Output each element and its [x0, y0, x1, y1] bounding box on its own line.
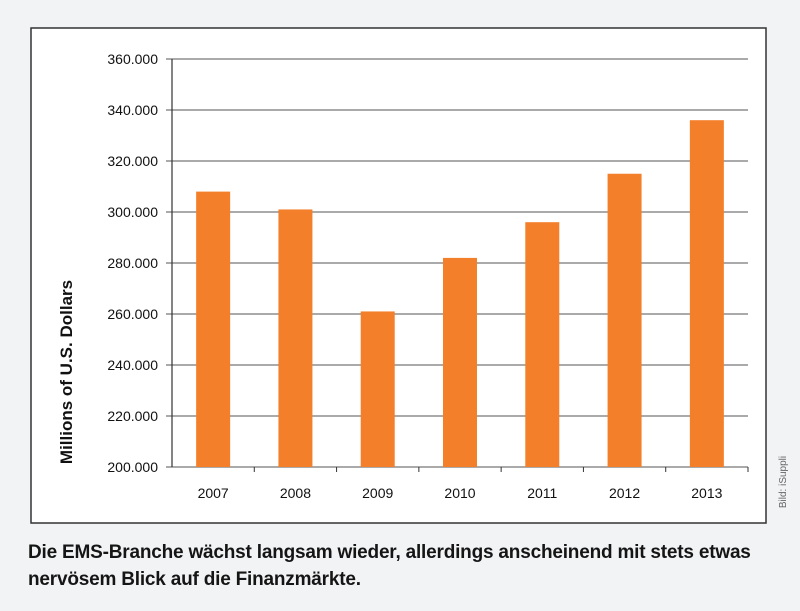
- y-tick-label: 300.000: [107, 204, 158, 220]
- bar-2010: [443, 257, 477, 467]
- y-tick-label: 360.000: [107, 51, 158, 67]
- y-tick-label: 220.000: [107, 408, 158, 424]
- y-tick-label: 240.000: [107, 357, 158, 373]
- x-tick-label: 2007: [198, 485, 229, 501]
- x-tick-label: 2008: [280, 485, 311, 501]
- x-tick-label: 2010: [444, 485, 475, 501]
- figure-caption: Die EMS-Branche wächst langsam wieder, a…: [28, 542, 751, 590]
- y-tick-label: 340.000: [107, 102, 158, 118]
- image-credit: Bild: iSuppli: [778, 456, 789, 508]
- y-tick-label: 260.000: [107, 306, 158, 322]
- bar-2011: [525, 222, 560, 467]
- x-tick-label: 2012: [609, 485, 640, 501]
- bar-2008: [278, 209, 313, 467]
- gridlines: [166, 58, 748, 468]
- y-tick-label: 200.000: [107, 459, 158, 475]
- bars: [196, 120, 724, 467]
- y-tick-label: 320.000: [107, 153, 158, 169]
- x-tick-label: 2009: [362, 485, 393, 501]
- y-axis-ticks: 200.000 220.000 240.000 260.000 280.000 300.0…: [107, 51, 158, 475]
- x-tick-label: 2011: [527, 485, 557, 501]
- x-axis-ticks: 2007 2008 2009 2010 2011 2012 2013: [198, 467, 749, 501]
- bar-2013: [689, 120, 724, 467]
- y-axis-label: Millions of U.S. Dollars: [57, 280, 76, 464]
- x-tick-label: 2013: [691, 485, 722, 501]
- bar-2012: [607, 173, 642, 467]
- bar-2009: [360, 311, 395, 467]
- bar-2007: [196, 191, 231, 467]
- y-tick-label: 280.000: [107, 255, 158, 271]
